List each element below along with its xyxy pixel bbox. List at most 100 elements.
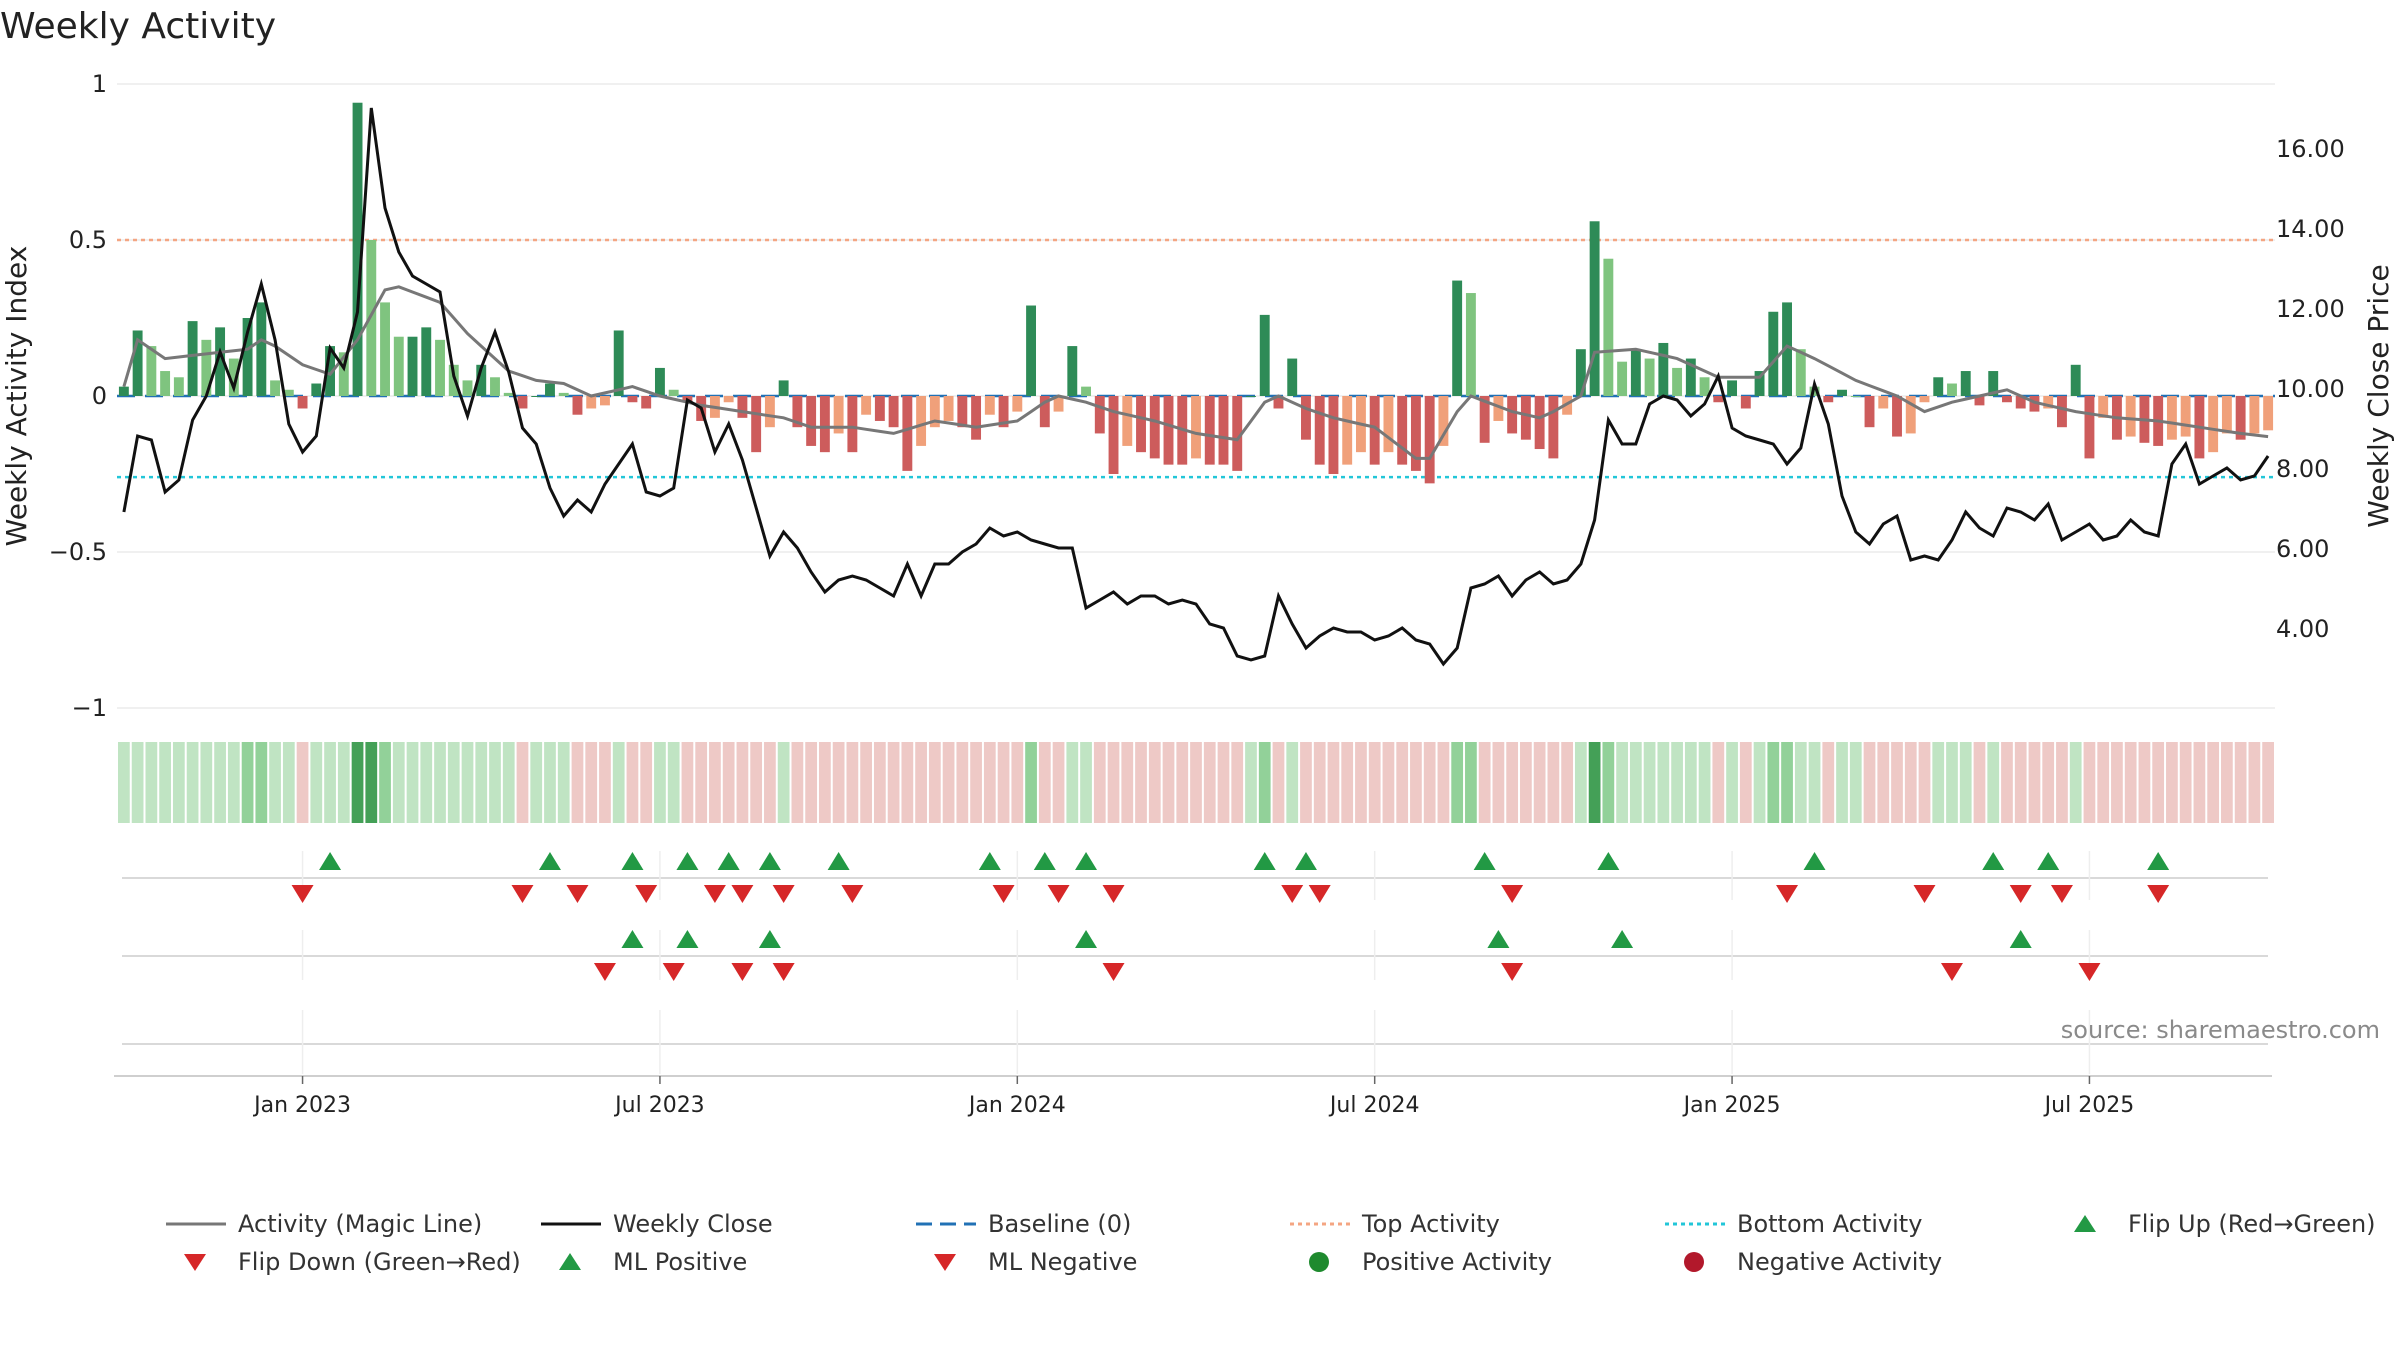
- activity-bar: [1534, 396, 1545, 450]
- ml-negative-marker: [2078, 963, 2101, 981]
- flip-up-marker: [2037, 852, 2060, 870]
- ml-negative-marker: [1940, 963, 1963, 981]
- legend-swatch: [934, 1254, 956, 1271]
- activity-bar: [311, 383, 322, 396]
- heat-strip-cell: [709, 742, 721, 823]
- heat-strip-cell: [1904, 742, 1917, 823]
- heat-strip-cell: [928, 742, 941, 823]
- activity-bar: [228, 358, 239, 396]
- heat-strip-cell: [1891, 742, 1903, 823]
- heat-strip-cell: [1341, 742, 1354, 823]
- flip-down-marker: [992, 885, 1015, 903]
- heat-strip-cell: [544, 742, 556, 823]
- legend-label: Positive Activity: [1362, 1248, 1552, 1276]
- heat-strip-cell: [2179, 742, 2192, 823]
- activity-bar: [957, 396, 968, 428]
- flip-down-marker: [772, 885, 795, 903]
- heat-strip-cell: [2248, 742, 2261, 823]
- flip-up-marker: [1982, 852, 2005, 870]
- x-tick-label: Jul 2024: [1328, 1093, 1420, 1118]
- flip-down-marker: [1281, 885, 1304, 903]
- heat-strip-cell: [1849, 742, 1862, 823]
- heat-strip-cell: [2166, 742, 2178, 823]
- activity-bar: [1438, 396, 1449, 446]
- heat-strip-cell: [475, 742, 488, 823]
- activity-bar: [943, 396, 954, 421]
- heat-strip-cell: [1602, 742, 1615, 823]
- activity-bar: [572, 396, 583, 415]
- legend-item: Top Activity: [1290, 1210, 1500, 1238]
- activity-bar: [2221, 396, 2232, 434]
- activity-bar: [806, 396, 817, 446]
- heat-strip-cell: [2111, 742, 2123, 823]
- activity-bar: [187, 321, 198, 396]
- heat-strip-cell: [282, 742, 295, 823]
- heat-strip-cell: [1547, 742, 1560, 823]
- heat-strip-cell: [2069, 742, 2082, 823]
- weekly-close-series: [122, 107, 2270, 667]
- activity-bar: [2235, 396, 2246, 440]
- axes-layer: 1 0.5 0 −0.5 −1 16.00 14.00 12.00 10.00 8.00 6.00 4…: [0, 70, 2395, 722]
- heat-strip-cell: [1080, 742, 1092, 823]
- y-right-tick-label: 14.00: [2276, 215, 2345, 243]
- heat-strip-cell: [489, 742, 501, 823]
- activity-bar: [1823, 396, 1834, 403]
- activity-bar: [2125, 396, 2136, 437]
- ml-negative-marker: [772, 963, 795, 981]
- activity-bar: [847, 396, 858, 453]
- heat-strip-cell: [406, 742, 419, 823]
- activity-bar: [1974, 396, 1985, 406]
- activity-bar: [1493, 396, 1504, 421]
- heat-strip-cell: [159, 742, 171, 823]
- heat-strip-cell: [915, 742, 927, 823]
- heat-strip-cell: [887, 742, 900, 823]
- heat-strip-cell: [516, 742, 529, 823]
- heat-strip-cell: [2042, 742, 2055, 823]
- heat-strip-cell: [2262, 742, 2274, 823]
- heat-strip-cell: [2138, 742, 2151, 823]
- heat-strip-cell: [2001, 742, 2013, 823]
- legend-swatch: [559, 1253, 581, 1270]
- heat-strip-cell: [310, 742, 323, 823]
- legend-item: Negative Activity: [1684, 1248, 1942, 1276]
- y-left-tick-label: −1: [72, 694, 107, 722]
- activity-bar: [2070, 364, 2081, 396]
- flip-up-marker: [827, 852, 850, 870]
- ml-negative-marker: [1102, 963, 1125, 981]
- activity-bar: [2057, 396, 2067, 428]
- activity-bars-layer: [118, 102, 2274, 484]
- activity-bar: [1589, 221, 1600, 396]
- flip-down-marker: [731, 885, 754, 903]
- activity-bar: [1795, 349, 1806, 396]
- legend-label: Negative Activity: [1737, 1248, 1942, 1276]
- heat-strip-cell: [640, 742, 653, 823]
- legend-label: Flip Up (Red→Green): [2128, 1210, 2376, 1238]
- heat-strip-cell: [434, 742, 446, 823]
- y-left-tick-label: −0.5: [49, 538, 107, 566]
- activity-bar: [1314, 396, 1325, 465]
- y-right-tick-label: 8.00: [2276, 455, 2329, 483]
- heat-strip-cell: [1066, 742, 1079, 823]
- ml-positive-marker: [621, 930, 644, 948]
- legend-item: ML Negative: [934, 1248, 1137, 1276]
- heat-strip-cell: [200, 742, 213, 823]
- activity-bar: [132, 330, 143, 396]
- flip-down-marker: [291, 885, 314, 903]
- activity-bar: [517, 396, 528, 409]
- heat-strip-cell: [1794, 742, 1807, 823]
- heat-strip-cell: [447, 742, 460, 823]
- flip-up-marker: [1075, 852, 1098, 870]
- heat-strip-cell: [901, 742, 914, 823]
- activity-bar: [1947, 383, 1957, 396]
- flip-up-marker: [1473, 852, 1496, 870]
- heat-strip-cell: [819, 742, 831, 823]
- activity-bar: [929, 396, 940, 428]
- flip-down-marker: [1501, 885, 1524, 903]
- activity-bar: [2098, 396, 2109, 418]
- heat-strip-cell: [1629, 742, 1642, 823]
- activity-bar: [778, 380, 789, 396]
- activity-bar: [792, 396, 803, 428]
- flip-up-marker: [1253, 852, 1276, 870]
- heat-strip-cell: [750, 742, 763, 823]
- x-axis-layer: Jan 2023 Jul 2023 Jan 2024 Jul 2024 Jan 2025…: [252, 1076, 2134, 1118]
